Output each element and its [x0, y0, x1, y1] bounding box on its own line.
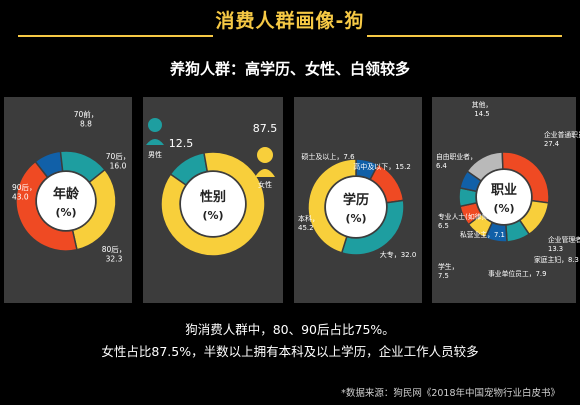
slice-value-label-3-0: 14.5	[474, 110, 489, 118]
chart-center-title-2: 学历	[343, 192, 369, 208]
panel-age: 年龄 (%) 70前， 8.8 70后， 16.0 80后， 32.3 90后， 43.0	[4, 97, 132, 303]
title-divider-left	[18, 35, 213, 37]
slice-value-label-0-2: 32.3	[106, 255, 123, 264]
slice-value-label-1-1: 87.5	[253, 122, 278, 135]
slice-value-label-0-3: 43.0	[12, 193, 29, 202]
slice-label-3-4: 事业单位员工，7.9	[488, 269, 546, 278]
slice-name-label-3-8: 自由职业者，	[436, 152, 477, 161]
slice-name-label-0-0: 70前，	[74, 109, 99, 119]
slice-label-3-3: 家庭主妇，8.3	[534, 255, 579, 264]
slice-value-label-0-0: 8.8	[80, 120, 92, 129]
slice-name-label-0-1: 70后，	[106, 151, 131, 161]
slice-value-label-3-7: 6.5	[438, 222, 449, 230]
chart-center-title-1: 性别	[200, 189, 226, 205]
male-label: 男性	[148, 150, 162, 159]
slice-name-label-3-5: 学生，	[438, 262, 458, 271]
slice-value-label-0-1: 16.0	[110, 162, 127, 171]
title-divider-right	[367, 35, 562, 37]
slice-value-label-3-1: 27.4	[544, 140, 559, 148]
data-source-note: *数据来源：狗民网《2018年中国宠物行业白皮书》	[341, 388, 560, 399]
summary-line-1: 狗消费人群中，80、90后占比75%。	[185, 322, 395, 337]
donut-chart-age: 年龄 (%) 70前，8.8 70后，16.0 80后，32.3 90后，43.0	[12, 109, 131, 264]
slice-label-3-6: 私营业主，7.1	[460, 230, 505, 239]
chart-center-title-3: 职业	[491, 182, 517, 198]
slice-value-label-3-2: 13.3	[548, 245, 563, 253]
slice-label-2-1: 高中及以下，15.2	[353, 162, 411, 171]
slice-name-label-3-7: 专业人士(如律师)，	[438, 212, 498, 221]
male-icon	[146, 118, 164, 145]
slice-value-label-3-5: 7.5	[438, 272, 449, 280]
slice-2-3	[307, 158, 357, 254]
panel-education: 学历 (%) 硕士及以上，7.6 高中及以下，15.2 大专，32.0 本科， 45.2	[294, 97, 422, 303]
slice-name-label-2-3: 本科，	[298, 214, 319, 223]
page-subtitle: 养狗人群：高学历、女性、白领较多	[169, 60, 410, 78]
slice-1-1	[160, 151, 266, 257]
donut-hole-0	[37, 172, 95, 230]
slice-3-8	[459, 170, 483, 193]
slice-name-label-3-0: 其他，	[472, 100, 492, 109]
slice-value-label-3-8: 6.4	[436, 162, 447, 170]
panel-occupation: 职业 (%) 其他，14.5 企业普通职员，27.4 企业管理者，13.3 家庭主妇，8.…	[432, 97, 580, 303]
summary-line-2: 女性占比87.5%，半数以上拥有本科及以上学历，企业工作人员较多	[101, 344, 479, 359]
chart-center-title-0: 年龄	[53, 186, 80, 202]
female-icon	[255, 147, 275, 177]
slice-name-label-3-1: 企业普通职员，	[544, 130, 580, 139]
slice-value-label-1-0: 12.5	[169, 137, 194, 150]
slice-name-label-3-2: 企业管理者，	[548, 235, 580, 244]
panel-gender: 性别 (%) 12.5 87.5 男性女性	[143, 97, 283, 303]
donut-hole-3	[477, 170, 531, 224]
slice-label-2-0: 硕士及以上，7.6	[301, 152, 355, 161]
donut-hole-1	[181, 172, 245, 236]
chart-center-unit-3: (%)	[493, 202, 514, 215]
slice-name-label-0-3: 90后，	[12, 182, 37, 192]
chart-center-unit-2: (%)	[345, 212, 366, 225]
slice-value-label-2-3: 45.2	[298, 224, 314, 232]
chart-center-unit-1: (%)	[202, 209, 223, 222]
chart-center-unit-0: (%)	[55, 206, 76, 219]
donut-chart-occupation: 职业 (%) 其他，14.5 企业普通职员，27.4 企业管理者，13.3 家庭主妇，8.…	[436, 100, 580, 280]
female-label: 女性	[258, 180, 272, 189]
slice-name-label-0-2: 80后，	[102, 244, 127, 254]
donut-hole-2	[326, 177, 386, 237]
slice-0-3	[15, 160, 78, 252]
page-title: 消费人群画像-狗	[215, 10, 365, 32]
slice-label-2-2: 大专，32.0	[380, 250, 417, 259]
